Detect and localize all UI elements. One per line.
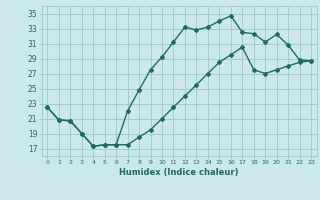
X-axis label: Humidex (Indice chaleur): Humidex (Indice chaleur): [119, 168, 239, 177]
